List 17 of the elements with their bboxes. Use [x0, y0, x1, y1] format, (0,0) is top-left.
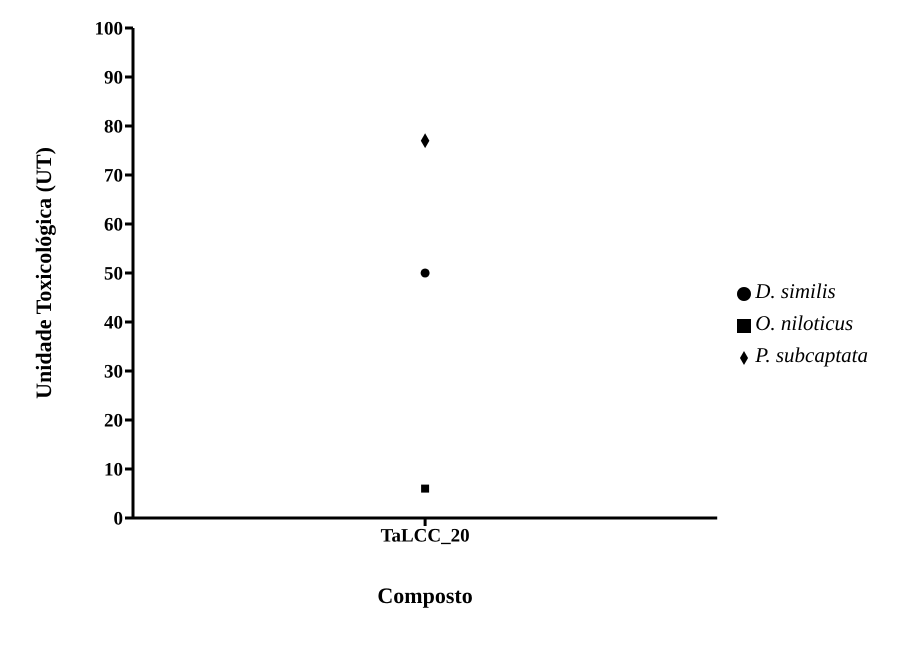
y-tick-label: 80: [104, 116, 123, 138]
y-tick-label: 40: [104, 312, 123, 334]
legend-label: O. niloticus: [755, 311, 854, 335]
y-tick-label: 70: [104, 166, 123, 187]
x-axis-title: Composto: [377, 583, 473, 608]
y-tick-label: 0: [114, 508, 123, 530]
y-tick-label: 10: [104, 460, 123, 481]
y-tick-label: 100: [94, 18, 123, 40]
y-tick-label: 50: [104, 264, 123, 285]
legend-label: P. subcaptata: [755, 343, 868, 367]
y-tick-label: 60: [104, 214, 123, 236]
y-tick-label: 30: [104, 362, 123, 383]
y-tick-label: 20: [104, 410, 123, 432]
x-tick-label: TaLCC_20: [380, 525, 470, 546]
legend-label: D. similis: [755, 279, 836, 303]
y-tick-label: 90: [104, 68, 123, 89]
y-axis-title: Unidade Toxicológica (UT): [30, 147, 56, 399]
